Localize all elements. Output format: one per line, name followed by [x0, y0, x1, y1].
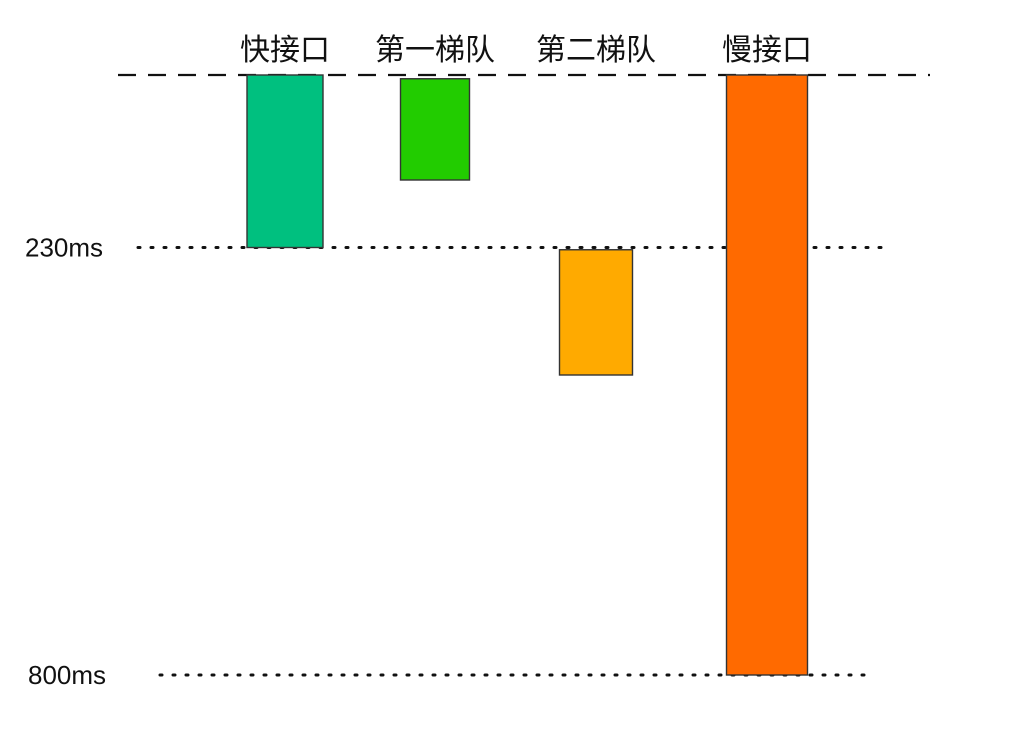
- category-label-1: 快接口: [240, 33, 330, 68]
- bars: [246, 74, 809, 676]
- category-label-2: 第一梯队: [375, 33, 495, 68]
- category-label-4: 慢接口: [722, 33, 812, 68]
- bar-2: [399, 78, 471, 181]
- reference-lines: [118, 73, 930, 677]
- bar-4: [725, 74, 809, 676]
- tick-label-230: 230ms: [25, 233, 103, 263]
- category-labels: 快接口 第一梯队 第二梯队 慢接口: [240, 33, 812, 68]
- category-label-3: 第二梯队: [536, 33, 656, 68]
- tick-labels: 230ms 800ms: [25, 233, 106, 691]
- bar-1: [246, 74, 324, 249]
- tick-label-800: 800ms: [28, 660, 106, 690]
- bar-3: [558, 249, 634, 376]
